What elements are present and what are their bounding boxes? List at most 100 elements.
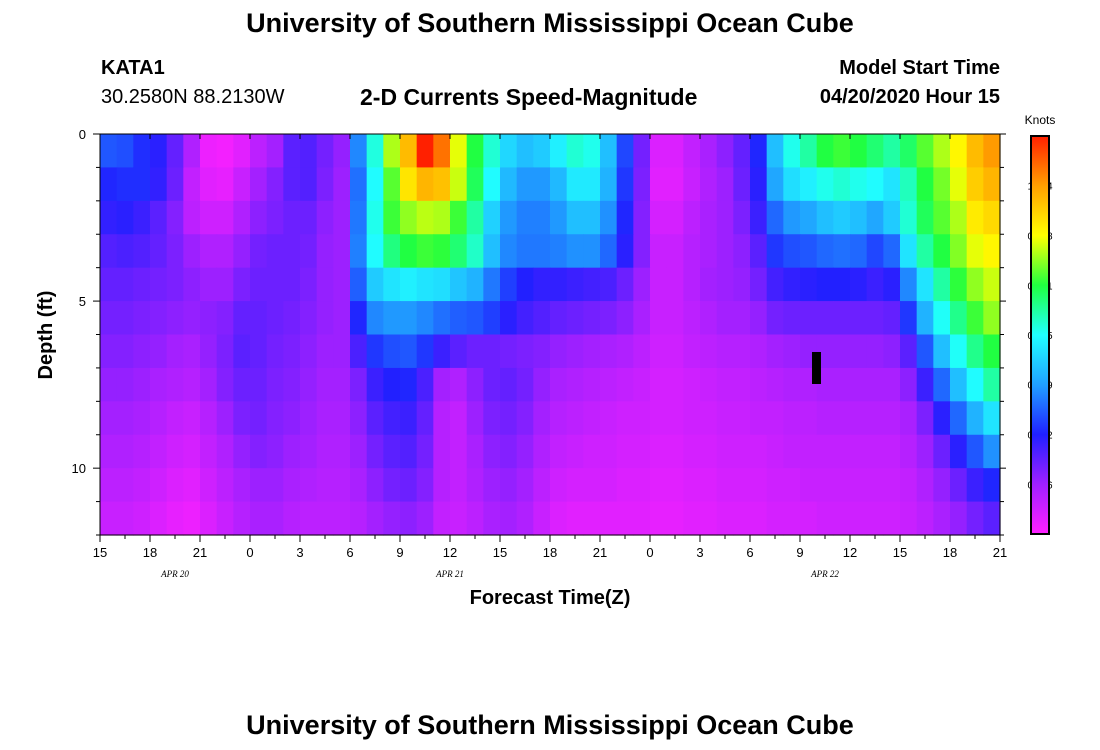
heatmap-cell xyxy=(783,334,801,369)
heatmap-cell xyxy=(233,200,251,235)
heatmap-cell xyxy=(316,301,334,336)
heatmap-cell xyxy=(166,501,184,536)
heatmap-cell xyxy=(983,468,1001,503)
heatmap-cell xyxy=(450,334,468,369)
heatmap-cell xyxy=(983,401,1001,436)
heatmap-cell xyxy=(733,334,751,369)
heatmap-cell xyxy=(833,234,851,269)
heatmap-cell xyxy=(316,167,334,202)
heatmap-cell xyxy=(583,167,601,202)
heatmap-cell xyxy=(833,434,851,469)
heatmap-cell xyxy=(733,401,751,436)
heatmap-cell xyxy=(483,301,501,336)
heatmap-cell xyxy=(633,134,651,169)
heatmap-cell xyxy=(716,434,734,469)
heatmap-cell xyxy=(250,167,268,202)
x-tick-label: 15 xyxy=(93,545,107,560)
heatmap-cell xyxy=(683,468,701,503)
x-tick-label: 3 xyxy=(696,545,703,560)
heatmap-cell xyxy=(650,167,668,202)
heatmap-cell xyxy=(416,301,434,336)
heatmap-cell xyxy=(650,367,668,402)
heatmap-cell xyxy=(950,234,968,269)
heatmap-cell xyxy=(416,267,434,302)
heatmap-cell xyxy=(250,434,268,469)
heatmap-cell xyxy=(116,301,134,336)
heatmap-cell xyxy=(466,334,484,369)
heatmap-cell xyxy=(883,434,901,469)
y-tick-label: 10 xyxy=(72,461,86,476)
heatmap-cell xyxy=(583,434,601,469)
heatmap-cell xyxy=(600,301,618,336)
heatmap-cell xyxy=(516,401,534,436)
heatmap-cell xyxy=(150,334,168,369)
heatmap-cell xyxy=(166,334,184,369)
heatmap-cell xyxy=(450,434,468,469)
heatmap-cell xyxy=(800,468,818,503)
heatmap-cell xyxy=(933,301,951,336)
heatmap-cell xyxy=(766,200,784,235)
heatmap-cell xyxy=(416,501,434,536)
heatmap-cell xyxy=(116,200,134,235)
heatmap-cell xyxy=(566,501,584,536)
heatmap-cell xyxy=(150,267,168,302)
heatmap-cell xyxy=(766,301,784,336)
heatmap-cell xyxy=(183,167,201,202)
heatmap-cell xyxy=(133,134,151,169)
heatmap-cell xyxy=(400,468,418,503)
heatmap-cell xyxy=(183,200,201,235)
heatmap-cell xyxy=(916,267,934,302)
heatmap-cell xyxy=(983,234,1001,269)
heatmap-cell xyxy=(783,434,801,469)
heatmap-cell xyxy=(783,267,801,302)
heatmap-cell xyxy=(450,301,468,336)
heatmap-cell xyxy=(600,267,618,302)
heatmap-cell xyxy=(250,134,268,169)
heatmap-cell xyxy=(866,134,884,169)
heatmap-cell xyxy=(450,234,468,269)
heatmap-cell xyxy=(283,267,301,302)
heatmap-cell xyxy=(216,267,234,302)
date-label: APR 20 xyxy=(160,569,189,579)
heatmap-cell xyxy=(933,367,951,402)
heatmap-cell xyxy=(266,301,284,336)
heatmap-cell xyxy=(850,134,868,169)
heatmap-cell xyxy=(283,367,301,402)
heatmap-cell xyxy=(666,501,684,536)
heatmap-cell xyxy=(816,167,834,202)
heatmap-cell xyxy=(633,401,651,436)
heatmap-cell xyxy=(900,468,918,503)
heatmap-cell xyxy=(466,234,484,269)
heatmap-cell xyxy=(550,267,568,302)
heatmap-cell xyxy=(933,234,951,269)
heatmap-cell xyxy=(916,334,934,369)
heatmap-cell xyxy=(416,134,434,169)
heatmap-cell xyxy=(816,468,834,503)
heatmap-cell xyxy=(600,167,618,202)
heatmap-cell xyxy=(833,468,851,503)
heatmap-cell xyxy=(800,434,818,469)
heatmap-cell xyxy=(433,434,451,469)
heatmap-cell xyxy=(150,167,168,202)
heatmap-cell xyxy=(316,234,334,269)
heatmap-cell xyxy=(333,434,351,469)
heatmap-cell xyxy=(900,434,918,469)
heatmap-cell xyxy=(850,468,868,503)
heatmap-cell xyxy=(900,234,918,269)
station-id: KATA1 xyxy=(101,57,165,79)
heatmap-cell xyxy=(783,134,801,169)
heatmap-cell xyxy=(500,301,518,336)
heatmap-cell xyxy=(866,501,884,536)
heatmap-cell xyxy=(483,334,501,369)
heatmap-cell xyxy=(933,501,951,536)
heatmap-cell xyxy=(283,434,301,469)
heatmap-cell xyxy=(150,501,168,536)
heatmap-cell xyxy=(900,301,918,336)
heatmap-cell xyxy=(266,167,284,202)
heatmap-cell xyxy=(150,234,168,269)
heatmap-cell xyxy=(750,468,768,503)
heatmap-cell xyxy=(266,468,284,503)
heatmap-cell xyxy=(533,468,551,503)
heatmap-cell xyxy=(583,267,601,302)
heatmap-cell xyxy=(100,334,118,369)
